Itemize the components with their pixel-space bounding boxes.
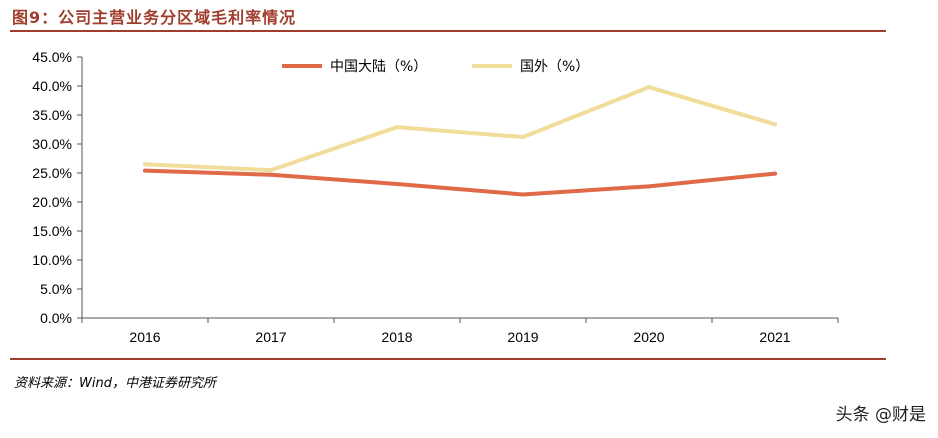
data-point-mainland bbox=[647, 184, 651, 189]
data-point-mainland bbox=[395, 182, 399, 187]
x-axis: 2016 2017 2018 2019 2020 2021 bbox=[81, 317, 839, 345]
y-axis: 0.0% 5.0% 10.0% 15.0% 20.0% 25.0% 30.0% 35.0% 40… bbox=[32, 49, 83, 326]
y-tick-label: 35.0% bbox=[32, 107, 72, 123]
y-tick-label: 0.0% bbox=[40, 310, 72, 326]
data-point-overseas bbox=[143, 162, 147, 167]
data-point-mainland bbox=[521, 192, 525, 197]
y-tick-label: 30.0% bbox=[32, 136, 72, 152]
source-divider bbox=[10, 358, 886, 360]
data-point-overseas bbox=[647, 85, 651, 90]
data-point-overseas bbox=[269, 168, 273, 173]
legend-label-mainland: 中国大陆（%） bbox=[330, 59, 427, 75]
series-line-overseas bbox=[143, 85, 777, 173]
legend: 中国大陆（%） 国外（%） bbox=[282, 59, 589, 75]
data-point-mainland bbox=[269, 172, 273, 177]
y-tick-label: 25.0% bbox=[32, 165, 72, 181]
x-tick-label: 2020 bbox=[633, 329, 664, 345]
y-tick-label: 15.0% bbox=[32, 223, 72, 239]
x-tick-label: 2017 bbox=[255, 329, 286, 345]
series-lines bbox=[143, 85, 777, 197]
y-tick-label: 20.0% bbox=[32, 194, 72, 210]
x-tick-label: 2021 bbox=[759, 329, 790, 345]
series-line-mainland bbox=[143, 168, 777, 197]
y-tick-label: 5.0% bbox=[40, 281, 72, 297]
data-point-mainland bbox=[773, 171, 777, 176]
legend-label-overseas: 国外（%） bbox=[520, 59, 589, 75]
y-tick-label: 40.0% bbox=[32, 78, 72, 94]
data-point-overseas bbox=[521, 135, 525, 140]
data-point-mainland bbox=[143, 168, 147, 173]
y-tick-label: 10.0% bbox=[32, 252, 72, 268]
data-point-overseas bbox=[395, 125, 399, 130]
watermark: 头条 @财是 bbox=[835, 405, 926, 425]
y-tick-label: 45.0% bbox=[32, 49, 72, 65]
source-note: 资料来源：Wind，中港证券研究所 bbox=[14, 376, 216, 391]
chart-title: 图9：公司主营业务分区域毛利率情况 bbox=[12, 8, 297, 27]
title-divider bbox=[10, 30, 886, 32]
x-tick-label: 2019 bbox=[507, 329, 538, 345]
x-tick-label: 2018 bbox=[381, 329, 412, 345]
x-tick-label: 2016 bbox=[129, 329, 160, 345]
data-point-overseas bbox=[773, 122, 777, 127]
